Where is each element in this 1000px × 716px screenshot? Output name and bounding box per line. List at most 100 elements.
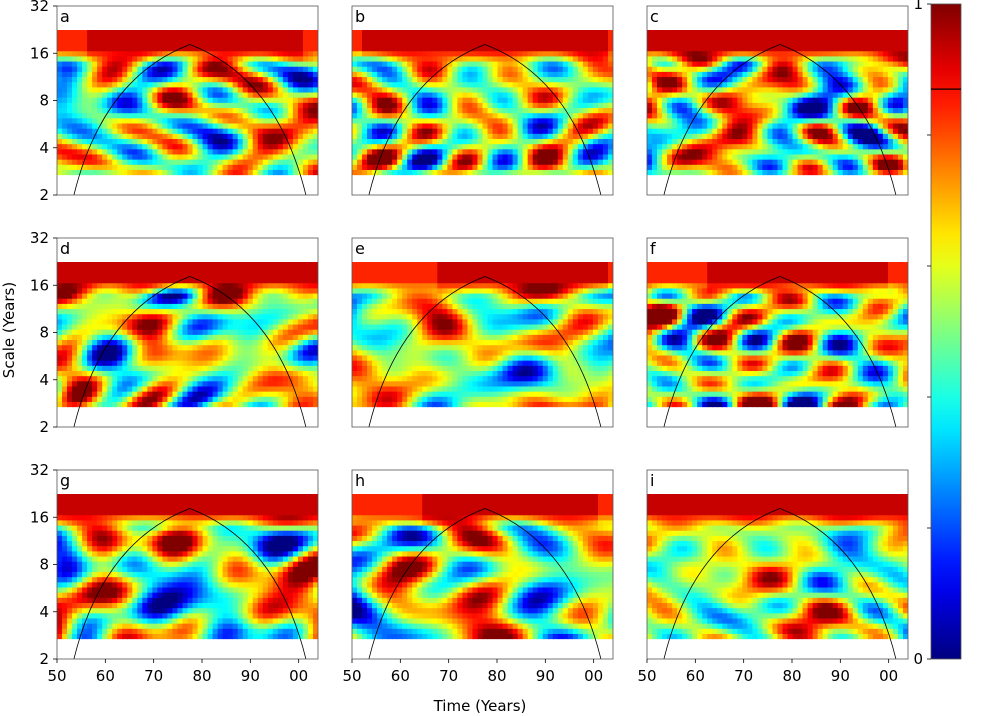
heatmap-cell (62, 272, 68, 279)
heatmap-cell (247, 76, 254, 83)
heatmap-cell (657, 122, 663, 129)
heatmap-cell (112, 91, 118, 98)
heatmap-cell (872, 76, 879, 83)
heatmap-cell (862, 153, 869, 160)
heatmap-cell (232, 55, 239, 62)
heatmap-cell (692, 66, 698, 72)
heatmap-cell (362, 169, 368, 176)
heatmap-cell (857, 91, 864, 98)
heatmap-cell (477, 86, 484, 93)
heatmap-cell (427, 143, 433, 150)
heatmap-cell (817, 97, 824, 103)
heatmap-cell (117, 375, 123, 382)
heatmap-cell (212, 143, 219, 150)
heatmap-cell (537, 148, 544, 155)
heatmap-cell (807, 35, 814, 41)
heatmap-cell (787, 122, 794, 129)
heatmap-cell (132, 143, 138, 150)
heatmap-cell (142, 169, 148, 176)
heatmap-cell (762, 148, 769, 155)
heatmap-cell (107, 148, 113, 155)
heatmap-cell (827, 55, 834, 62)
heatmap-cell (307, 81, 314, 88)
heatmap-cell (677, 71, 683, 78)
heatmap-cell (557, 117, 564, 124)
heatmap-cell (752, 86, 759, 93)
heatmap-cell (567, 35, 574, 41)
heatmap-cell (147, 35, 153, 41)
heatmap-cell (217, 66, 224, 72)
heatmap-cell (687, 55, 693, 62)
heatmap-cell (512, 169, 519, 176)
heatmap-cell (517, 35, 524, 41)
heatmap-cell (112, 272, 118, 279)
heatmap-cell (817, 102, 824, 109)
heatmap-cell (162, 148, 169, 155)
heatmap-cell (357, 159, 363, 165)
heatmap-cell (127, 169, 133, 176)
heatmap-cell (72, 313, 78, 320)
heatmap-cell (237, 50, 244, 57)
heatmap-cell (717, 138, 723, 145)
heatmap-cell (877, 122, 884, 129)
heatmap-cell (447, 133, 453, 140)
heatmap-cell (487, 50, 494, 57)
heatmap-cell (207, 169, 214, 176)
heatmap-cell (492, 81, 499, 88)
heatmap-cell (112, 313, 118, 320)
heatmap-cell (192, 86, 199, 93)
heatmap-cell (122, 370, 128, 377)
heatmap-cell (97, 50, 103, 57)
heatmap-cell (552, 164, 559, 170)
heatmap-cell (512, 91, 519, 98)
heatmap-cell (382, 30, 388, 36)
heatmap-cell (257, 91, 264, 98)
heatmap-cell (97, 91, 103, 98)
heatmap-cell (512, 35, 519, 41)
heatmap-cell (722, 117, 728, 124)
heatmap-cell (307, 55, 314, 62)
heatmap-cell (602, 60, 609, 67)
heatmap-cell (292, 40, 299, 47)
heatmap-cell (887, 122, 894, 129)
heatmap-cell (127, 318, 133, 325)
heatmap-cell (152, 133, 158, 140)
heatmap-cell (582, 122, 589, 129)
heatmap-cell (167, 128, 174, 134)
heatmap-cell (787, 153, 794, 160)
heatmap-cell (662, 138, 668, 145)
heatmap-cell (117, 339, 123, 346)
heatmap-cell (522, 66, 529, 72)
heatmap-cell (247, 30, 254, 36)
heatmap-cell (427, 133, 433, 140)
heatmap-cell (777, 102, 784, 109)
heatmap-cell (717, 86, 723, 93)
heatmap-cell (752, 66, 759, 72)
heatmap-cell (562, 30, 569, 36)
heatmap-cell (867, 66, 874, 72)
heatmap-cell (437, 117, 443, 124)
heatmap-cell (197, 138, 204, 145)
heatmap-cell (422, 133, 428, 140)
heatmap-cell (587, 66, 594, 72)
heatmap-cell (232, 81, 239, 88)
heatmap-cell (57, 401, 63, 408)
heatmap-cell (827, 169, 834, 176)
heatmap-cell (797, 164, 804, 170)
heatmap-cell (647, 86, 653, 93)
heatmap-cell (517, 55, 524, 62)
heatmap-cell (592, 60, 599, 67)
heatmap-cell (87, 313, 93, 320)
heatmap-cell (497, 169, 504, 176)
heatmap-cell (312, 45, 318, 52)
heatmap-cell (517, 76, 524, 83)
heatmap-cell (257, 112, 264, 119)
heatmap-cell (537, 117, 544, 124)
heatmap-cell (132, 122, 138, 129)
heatmap-cell (147, 97, 153, 103)
heatmap-cell (117, 164, 123, 170)
heatmap-cell (382, 40, 388, 47)
heatmap-cell (492, 138, 499, 145)
heatmap-cell (492, 55, 499, 62)
heatmap-cell (142, 318, 148, 325)
